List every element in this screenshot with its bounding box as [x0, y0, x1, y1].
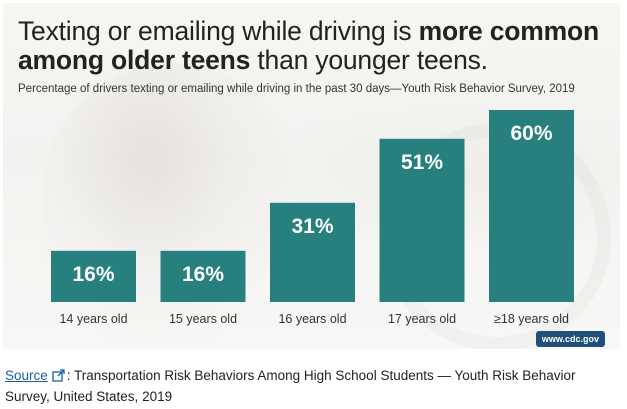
category-label-2: 15 years old	[169, 312, 237, 326]
bar-chart: 16% 14 years old 16% 15 years old 31% 16 year…	[51, 110, 574, 326]
chart-figure: 16% 14 years old 16% 15 years old 31% 16 year…	[3, 3, 620, 349]
chart-title-post: than younger teens.	[250, 45, 488, 75]
bar-1	[51, 250, 136, 302]
category-label-1: 14 years old	[59, 312, 127, 326]
bar-value-label-2: 16%	[182, 263, 224, 286]
chart-subtitle: Percentage of drivers texting or emailin…	[18, 83, 575, 95]
chart-title-pre: Texting or emailing while driving is	[18, 16, 419, 46]
source-caption: Source: Transportation Risk Behaviors Am…	[5, 366, 620, 406]
bar-value-label-3: 31%	[291, 215, 333, 238]
category-label-3: 16 years old	[278, 312, 346, 326]
category-label-5: ≥18 years old	[494, 312, 569, 326]
chart-title-bold: more common among older teens	[18, 16, 599, 75]
source-link[interactable]: Source	[5, 368, 48, 383]
external-link-icon[interactable]	[52, 368, 65, 387]
cdc-url-badge: www.cdc.gov	[535, 331, 605, 347]
bar-3	[270, 202, 355, 302]
bar-value-label-4: 51%	[401, 151, 443, 174]
bar-4	[379, 138, 465, 302]
bar-value-label-1: 16%	[72, 263, 114, 286]
chart-title: Texting or emailing while driving is mor…	[18, 17, 618, 75]
bar-value-label-5: 60%	[510, 122, 552, 145]
source-text: : Transportation Risk Behaviors Among Hi…	[5, 368, 576, 404]
category-label-4: 17 years old	[388, 312, 456, 326]
bar-2	[160, 250, 246, 302]
bar-5	[489, 110, 574, 302]
